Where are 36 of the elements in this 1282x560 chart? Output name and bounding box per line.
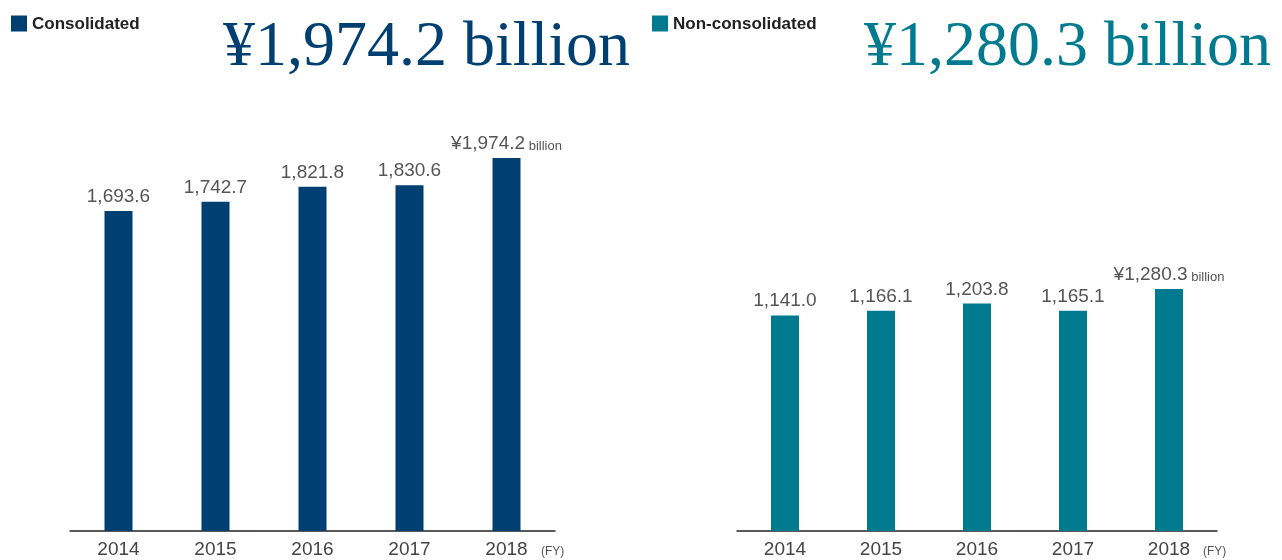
x-axis-title: (FY)	[1203, 544, 1227, 558]
x-tick-label: 2016	[291, 538, 334, 559]
bar	[492, 158, 521, 531]
bar	[963, 303, 991, 531]
data-label: ¥1,974.2 billion	[450, 132, 562, 153]
data-label: 1,742.7	[183, 175, 248, 197]
data-label: 1,203.8	[945, 277, 1009, 299]
data-label: ¥1,280.3 billion	[1112, 263, 1225, 285]
x-tick-label: 2018	[1147, 538, 1191, 559]
bar	[298, 186, 327, 531]
data-label: 1,165.1	[1041, 284, 1105, 306]
bar	[1155, 289, 1183, 531]
data-label: 1,830.6	[377, 159, 442, 181]
x-tick-label: 2016	[955, 538, 999, 559]
data-label: 1,166.1	[849, 284, 913, 306]
legend-label: Non-consolidated	[673, 14, 817, 33]
x-tick-label: 2018	[485, 538, 528, 559]
bar	[867, 310, 895, 531]
bar	[104, 211, 133, 531]
bar	[771, 315, 799, 531]
bar	[395, 185, 424, 531]
data-label: 1,821.8	[280, 160, 345, 182]
x-tick-label: 2014	[97, 538, 141, 559]
legend-label: Consolidated	[32, 14, 140, 33]
bar	[1059, 310, 1087, 531]
x-tick-label: 2017	[1051, 538, 1095, 559]
x-axis-title: (FY)	[541, 544, 565, 558]
data-label: 1,141.0	[753, 289, 817, 311]
x-tick-label: 2015	[859, 538, 903, 559]
x-tick-label: 2015	[194, 538, 237, 559]
chart-subtitle: ¥1,974.2 billion	[222, 7, 630, 79]
x-tick-label: 2014	[763, 538, 807, 559]
bar	[201, 201, 230, 531]
x-tick-label: 2017	[388, 538, 431, 559]
chart-subtitle: ¥1,280.3 billion	[863, 7, 1271, 79]
data-label: 1,693.6	[86, 185, 151, 207]
